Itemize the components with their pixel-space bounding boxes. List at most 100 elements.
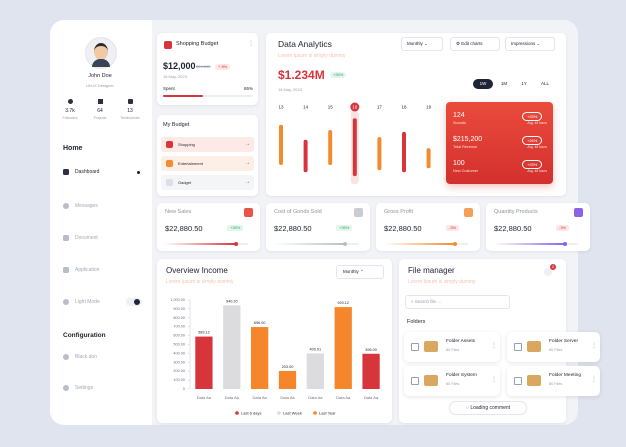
kpi-icon	[574, 208, 583, 217]
stat-value: 13	[127, 108, 133, 114]
tab[interactable]: ALL	[540, 81, 549, 86]
card-title: My Budget	[163, 122, 190, 128]
more-icon[interactable]: ⋮	[591, 377, 597, 383]
kpi-slider-fill	[494, 243, 566, 245]
budget-row[interactable]	[161, 137, 254, 152]
y-tick-label: 300.00	[173, 360, 185, 364]
more-icon[interactable]: ⋮	[491, 377, 497, 383]
date: 18 May, 2023	[163, 74, 187, 79]
value-label: 396.00	[365, 348, 377, 352]
kpi-title: Quantity Products	[494, 209, 538, 215]
checkbox[interactable]	[514, 343, 522, 351]
row-icon	[166, 160, 173, 167]
value-label: 203.00	[282, 365, 294, 369]
tab[interactable]: 1M	[500, 81, 508, 86]
folder-card[interactable]	[507, 366, 600, 396]
day-label: 14	[303, 105, 309, 110]
avatar[interactable]	[85, 37, 117, 69]
folder-card[interactable]	[507, 332, 600, 362]
day-label: 19	[426, 105, 432, 110]
nav-item[interactable]: Document	[75, 235, 98, 241]
value-label: 920.12	[337, 301, 349, 305]
kpi-icon	[464, 208, 473, 217]
y-tick-label: 500.00	[173, 343, 185, 347]
range-bar	[426, 148, 431, 169]
nav-item[interactable]: Messages	[75, 203, 98, 209]
period-dropdown[interactable]: Monthly ⌃	[336, 265, 384, 279]
range-bar	[279, 124, 283, 166]
kpi-change: +35%	[336, 225, 353, 231]
metric-dropdown[interactable]: Impressions ⌄	[505, 37, 555, 51]
nav-heading: Home	[63, 145, 83, 152]
change-badge: + 8%	[215, 64, 231, 70]
x-tick-label: Data Aa	[197, 395, 212, 400]
nav-item[interactable]: Dashboard	[75, 169, 100, 175]
tab[interactable]: 1W	[473, 79, 493, 89]
checkbox[interactable]	[411, 343, 419, 351]
kpi-title: New Sales	[165, 209, 192, 215]
row-arrow: →	[245, 160, 250, 166]
legend-swatch	[277, 411, 281, 415]
y-tick-label: 400.00	[173, 351, 185, 355]
more-icon[interactable]: ⋮	[248, 41, 254, 47]
nav-icon	[63, 354, 69, 360]
folder-card[interactable]	[404, 366, 500, 396]
range-bar	[352, 118, 357, 177]
card-title: Shopping Budget	[176, 41, 219, 47]
row-icon	[166, 179, 173, 186]
nav-item[interactable]: Black.don	[75, 354, 97, 360]
loading-button[interactable]: ◌ Loading comment	[449, 401, 527, 415]
legend-label: Last 6 days	[241, 410, 261, 415]
summary-note: Avg. 48 hours	[527, 169, 547, 173]
subtitle: Lorem Ipsum is simply dummy	[408, 279, 476, 285]
search-placeholder: Search file ...	[414, 299, 442, 304]
summary-note: Avg. 48 hours	[527, 145, 547, 149]
budget-row[interactable]	[161, 175, 254, 190]
row-arrow: →	[245, 141, 250, 147]
kpi-slider-knob	[563, 242, 568, 246]
checkbox[interactable]	[411, 377, 419, 385]
folder-count: 80 Files	[446, 348, 460, 352]
nav-icon	[63, 267, 69, 273]
bar	[362, 353, 380, 389]
toggle[interactable]	[126, 298, 142, 306]
folder-name: Folder Assets	[446, 339, 476, 344]
more-icon[interactable]: ⋮	[491, 343, 497, 349]
kpi-slider-fill	[165, 243, 236, 245]
y-tick-label: 200.00	[173, 369, 185, 373]
folder-icon	[527, 341, 541, 352]
bar	[223, 305, 241, 389]
button-label: Edit charts	[461, 41, 483, 46]
bell-button[interactable]	[544, 268, 552, 276]
period-dropdown[interactable]: Monthly ⌄	[401, 37, 443, 51]
budget-row[interactable]	[161, 156, 254, 171]
tab[interactable]: 1Y	[521, 81, 527, 86]
range-bar	[328, 129, 333, 166]
kpi-icon	[354, 208, 363, 217]
previous-amount: $24,356	[196, 64, 211, 69]
edit-button[interactable]: ⚙ Edit charts	[450, 37, 500, 51]
more-icon[interactable]: ⋮	[591, 343, 597, 349]
checkbox[interactable]	[514, 377, 522, 385]
folder-count: 80 Files	[549, 382, 563, 386]
stat-label: Projects	[93, 116, 107, 120]
row-label: Shopping	[178, 142, 195, 147]
card-title: Overview Income	[166, 266, 228, 275]
nav-icon	[63, 169, 69, 175]
kpi-slider-fill	[274, 243, 346, 245]
folder-name: Folder Server	[549, 339, 579, 344]
selected-day	[350, 102, 360, 112]
nav-icon	[63, 235, 69, 241]
headline-value: $1.234M	[278, 68, 325, 82]
nav-item[interactable]: Light Mode	[75, 299, 100, 305]
folder-card[interactable]	[404, 332, 500, 362]
dropdown-label: Impressions	[511, 41, 536, 46]
search-input[interactable]: ⌕ Search file ...	[405, 295, 510, 309]
summary-box	[446, 102, 553, 184]
x-tick-label: Data Aa	[364, 395, 379, 400]
progress-track	[163, 95, 253, 97]
nav-item[interactable]: Application	[75, 267, 100, 273]
row-icon	[166, 141, 173, 148]
spent-percent: 65%	[243, 86, 253, 91]
nav-item[interactable]: Settings	[75, 385, 94, 391]
